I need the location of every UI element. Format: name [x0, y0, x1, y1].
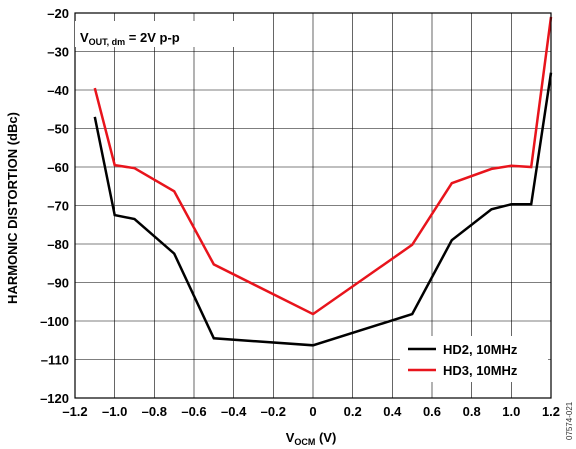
x-tick-label: –1.2: [62, 404, 87, 419]
figure-id: 07574-021: [565, 401, 574, 440]
series-line-hd3: [93, 16, 553, 316]
y-tick-label: –50: [47, 122, 69, 137]
y-tick-label: –20: [47, 6, 69, 21]
y-tick-label: –100: [40, 314, 69, 329]
y-tick-label: –40: [47, 83, 69, 98]
x-tick-label: –0.8: [142, 404, 167, 419]
x-tick-label: 1.0: [502, 404, 520, 419]
test-condition-annotation: VOUT, dm = 2V p-p: [80, 30, 180, 47]
y-tick-label: –110: [41, 353, 69, 368]
y-tick-label: –90: [47, 276, 69, 291]
series-line-hd2: [93, 72, 553, 347]
x-tick-label: 0.4: [383, 404, 402, 419]
tick-labels: –1.2 –1.0 –0.8 –0.6 –0.4 –0.2 0 0.2 0.4 0.6 0.8 1.0…: [40, 6, 560, 419]
plot-frame: [74, 12, 552, 399]
y-tick-label: –120: [40, 391, 69, 406]
x-tick-label: –0.2: [261, 404, 286, 419]
x-tick-label: –0.4: [221, 404, 247, 419]
annotation-box: [75, 21, 235, 47]
y-axis-label: HARMONIC DISTORTION (dBc): [5, 112, 20, 304]
x-tick-label: 0.2: [344, 404, 362, 419]
legend-box: [400, 336, 548, 382]
y-tick-label: –60: [47, 160, 69, 175]
y-tick-label: –30: [47, 45, 69, 60]
x-tick-label: –1.0: [102, 404, 127, 419]
series-layer: [93, 16, 553, 347]
legend-label-hd2: HD2, 10MHz: [443, 342, 518, 357]
y-tick-label: –80: [47, 237, 69, 252]
legend: HD2, 10MHz HD3, 10MHz: [400, 336, 548, 382]
x-tick-label: 1.2: [542, 404, 560, 419]
y-tick-label: –70: [47, 199, 69, 214]
x-tick-label: 0.6: [423, 404, 441, 419]
x-axis-label: VOCM (V): [286, 430, 337, 447]
legend-label-hd3: HD3, 10MHz: [443, 363, 518, 378]
x-tick-label: 0: [309, 404, 316, 419]
x-tick-label: –0.6: [181, 404, 206, 419]
x-tick-label: 0.8: [463, 404, 481, 419]
